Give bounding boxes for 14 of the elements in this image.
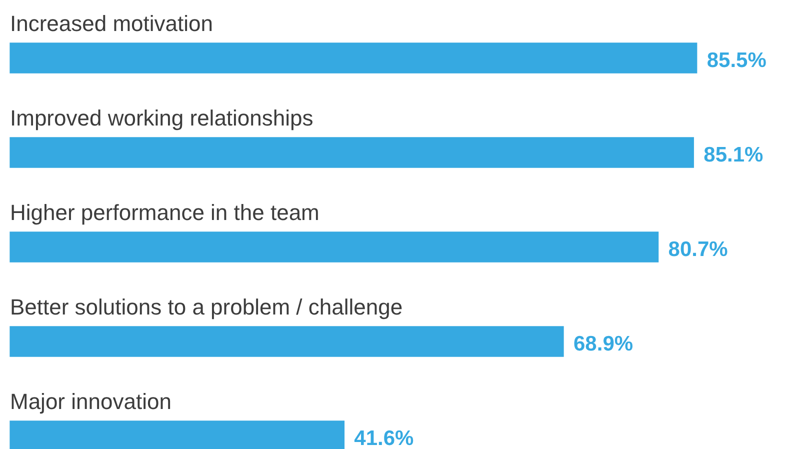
y-tick-label: Higher performance in the team (10, 200, 320, 225)
data-label: 85.5% (706, 48, 767, 72)
bar (10, 137, 694, 168)
data-label: 80.7% (668, 238, 728, 261)
y-tick-label: Improved working relationships (10, 106, 314, 130)
data-label: 41.6% (354, 426, 414, 449)
bar (10, 232, 659, 262)
y-tick-label: Major innovation (10, 389, 172, 414)
y-tick-label: Better solutions to a problem / challenge (10, 294, 403, 320)
bar (10, 42, 698, 74)
bar (10, 326, 564, 357)
data-label: 68.9% (573, 332, 634, 356)
data-label: 85.1% (704, 143, 764, 166)
y-tick-label: Increased motivation (10, 11, 213, 36)
